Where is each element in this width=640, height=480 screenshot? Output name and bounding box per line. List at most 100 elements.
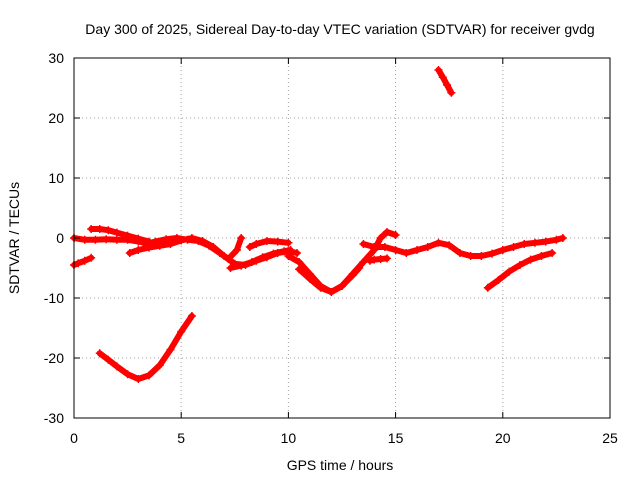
x-tick-label: 20 bbox=[495, 430, 511, 446]
x-tick-label: 15 bbox=[388, 430, 404, 446]
data-point-marker bbox=[172, 234, 181, 242]
data-point-marker bbox=[112, 235, 121, 244]
data-series-group bbox=[70, 66, 567, 383]
data-point-marker bbox=[155, 361, 164, 370]
data-point-marker bbox=[187, 312, 196, 320]
data-point-marker bbox=[295, 265, 304, 274]
data-point-marker bbox=[237, 261, 246, 270]
axis-ticks bbox=[73, 57, 611, 419]
data-point-marker bbox=[112, 362, 121, 371]
data-point-marker bbox=[125, 249, 134, 257]
data-point-marker bbox=[162, 235, 171, 244]
data-point-marker bbox=[247, 258, 256, 266]
y-tick-label: -20 bbox=[44, 350, 64, 366]
data-point-marker bbox=[262, 237, 271, 245]
data-point-marker bbox=[338, 282, 346, 290]
data-point-marker bbox=[80, 235, 89, 244]
data-point-marker bbox=[205, 241, 214, 250]
y-tick-label: 30 bbox=[48, 50, 64, 66]
data-point-marker bbox=[548, 249, 557, 257]
y-tick-label: 0 bbox=[56, 230, 64, 246]
x-tick-label: 0 bbox=[70, 430, 78, 446]
data-point-marker bbox=[258, 253, 267, 262]
data-point-marker bbox=[359, 240, 368, 248]
data-point-marker bbox=[434, 238, 443, 247]
data-point-marker bbox=[284, 238, 293, 247]
data-point-marker bbox=[348, 271, 357, 280]
data-point-marker bbox=[498, 246, 507, 254]
data-point-marker bbox=[391, 231, 400, 239]
data-point-marker bbox=[402, 249, 411, 257]
data-point-marker bbox=[226, 264, 235, 272]
data-point-marker bbox=[376, 234, 385, 242]
grid-lines bbox=[74, 58, 610, 418]
data-point-marker bbox=[383, 254, 392, 263]
data-point-marker bbox=[526, 255, 535, 264]
data-point-marker bbox=[494, 276, 503, 284]
data-point-marker bbox=[74, 259, 83, 268]
series-line-arc-a bbox=[71, 254, 95, 268]
data-point-marker bbox=[177, 327, 186, 336]
data-point-marker bbox=[166, 345, 175, 354]
data-point-marker bbox=[292, 249, 301, 257]
data-point-marker bbox=[488, 249, 497, 258]
data-point-marker bbox=[295, 258, 304, 266]
data-point-marker bbox=[151, 237, 160, 246]
data-point-marker bbox=[273, 237, 282, 246]
data-point-marker bbox=[483, 283, 492, 292]
data-point-marker bbox=[95, 225, 104, 233]
data-point-marker bbox=[224, 255, 233, 263]
data-point-marker bbox=[541, 237, 550, 246]
data-point-marker bbox=[87, 253, 96, 262]
data-point-marker bbox=[104, 226, 113, 235]
data-point-marker bbox=[537, 252, 546, 260]
data-point-marker bbox=[477, 252, 486, 260]
data-point-marker bbox=[123, 231, 132, 240]
data-point-marker bbox=[515, 261, 524, 269]
series-line-arc-m bbox=[435, 67, 455, 96]
data-point-marker bbox=[145, 371, 154, 380]
axis-tick-labels: 0 5 10 15 20 25 -30 -20 -10 0 10 20 30 bbox=[44, 50, 618, 446]
data-point-marker bbox=[438, 73, 447, 82]
series-line-arc-n bbox=[484, 250, 556, 291]
data-point-marker bbox=[455, 249, 464, 257]
chart-title: Day 300 of 2025, Sidereal Day-to-day VTE… bbox=[85, 21, 594, 37]
data-point-marker bbox=[359, 258, 368, 266]
series-line-arc-d bbox=[96, 313, 195, 382]
data-point-marker bbox=[423, 243, 432, 251]
data-point-marker bbox=[520, 240, 529, 248]
data-point-marker bbox=[215, 249, 224, 257]
data-point-marker bbox=[232, 246, 241, 254]
data-point-marker bbox=[413, 246, 422, 254]
data-point-marker bbox=[443, 81, 452, 89]
data-point-marker bbox=[91, 235, 100, 244]
data-point-marker bbox=[370, 243, 379, 251]
data-point-marker bbox=[95, 349, 104, 358]
data-point-marker bbox=[434, 66, 443, 74]
data-point-marker bbox=[383, 228, 392, 236]
data-point-marker bbox=[252, 240, 261, 248]
data-point-marker bbox=[134, 246, 143, 254]
data-point-marker bbox=[316, 283, 325, 292]
data-point-marker bbox=[445, 241, 454, 250]
data-point-marker bbox=[237, 234, 246, 242]
data-point-marker bbox=[558, 234, 567, 242]
x-axis-label: GPS time / hours bbox=[287, 457, 394, 473]
x-tick-label: 25 bbox=[602, 430, 618, 446]
y-axis-label: SDTVAR / TECUs bbox=[6, 182, 22, 294]
data-point-marker bbox=[305, 274, 314, 283]
data-point-marker bbox=[327, 288, 336, 296]
data-point-marker bbox=[104, 355, 113, 364]
data-point-marker bbox=[134, 234, 143, 243]
data-point-marker bbox=[530, 238, 539, 247]
y-tick-label: 10 bbox=[48, 170, 64, 186]
x-tick-label: 5 bbox=[177, 430, 185, 446]
data-point-marker bbox=[245, 243, 254, 251]
data-point-marker bbox=[505, 267, 514, 276]
data-point-marker bbox=[87, 225, 96, 233]
data-point-marker bbox=[80, 256, 89, 265]
data-point-marker bbox=[269, 249, 278, 258]
data-point-marker bbox=[284, 252, 293, 260]
y-tick-label: -10 bbox=[44, 290, 64, 306]
y-tick-label: -30 bbox=[44, 410, 64, 426]
